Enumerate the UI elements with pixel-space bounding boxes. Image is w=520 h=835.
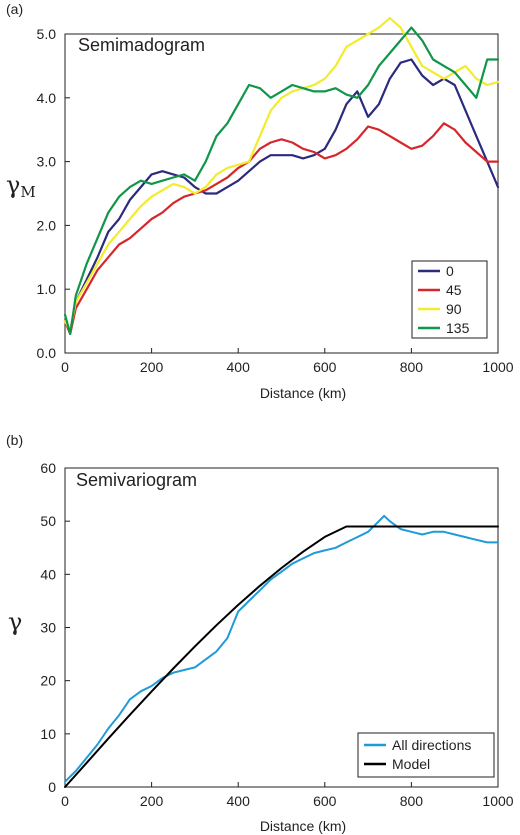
legend-box-b [357,732,495,778]
legend-label: 135 [446,320,470,336]
y-axis-label-b: γ [8,608,22,636]
y-axis-subscript-a: M [20,183,35,201]
y-tick-label: 10 [40,726,56,742]
legend-b: All directions Model [357,732,495,778]
y-tick-label: 30 [40,620,56,636]
chart-title-a: Semimadogram [78,35,205,55]
y-tick-label: 3.0 [37,154,57,170]
x-tick-label: 800 [400,359,424,375]
y-tick-label: 40 [40,566,56,582]
x-tick-label: 600 [313,793,337,809]
series-lines-b [64,514,499,788]
y-axis-label-a: γM [6,171,36,201]
y-tick-label: 0.0 [37,345,57,361]
legend-label: 45 [446,282,462,298]
plot-frame-a [64,33,499,354]
legend-box-a [411,260,488,339]
x-tick-label: 600 [313,359,337,375]
series-line-0 [63,58,500,332]
series-line-all-directions [64,514,499,783]
y-tick-label: 2.0 [37,217,57,233]
semimadogram-panel: (a) 0 200 400 600 800 10000.01.02.03.04.05.0 … [6,1,514,401]
semivariogram-panel: (b) 0 200 400 600 800 1000 0 10 20 30 40 50 60 Semiv… [6,432,514,834]
x-tick-label: 0 [61,359,69,375]
y-tick-label: 0 [48,779,56,795]
x-tick-label: 0 [61,793,69,809]
x-tick-label: 200 [140,793,164,809]
x-tick-label: 1000 [482,793,513,809]
y-tick-label: 4.0 [37,90,57,106]
series-line-45 [63,122,500,335]
x-tick-label: 1000 [482,359,513,375]
x-tick-label: 400 [227,793,251,809]
y-tick-label: 5.0 [37,26,57,42]
series-line-model [64,525,499,788]
panel-a-label: (a) [6,1,23,17]
legend-a: 0 45 90 135 [411,260,488,339]
y-axis-symbol-a: γ [6,171,20,199]
y-tick-label: 60 [40,460,56,476]
y-tick-label: 50 [40,513,56,529]
legend-label: 90 [446,301,462,317]
legend-label: 0 [446,263,454,279]
axis-ticks-a: 0 200 400 600 800 1000 0.0 1.0 2.0 3.0 4.0 5.0 [37,26,514,375]
x-tick-label: 400 [227,359,251,375]
series-lines-a [63,17,500,335]
panel-b-label: (b) [6,432,23,448]
x-axis-label-b: Distance (km) [260,818,346,834]
x-tick-label: 200 [140,359,164,375]
y-tick-label: 1.0 [37,281,57,297]
series-line-135 [63,26,500,335]
x-axis-label-a: Distance (km) [260,385,346,401]
series-line-90 [63,17,500,332]
legend-label: All directions [392,737,471,753]
legend-label: Model [392,756,430,772]
y-tick-label: 20 [40,673,56,689]
axis-ticks-b: 0 200 400 600 800 1000 0 10 20 30 40 50 60 [40,460,513,809]
chart-title-b: Semivariogram [76,470,197,490]
x-tick-label: 800 [400,793,424,809]
